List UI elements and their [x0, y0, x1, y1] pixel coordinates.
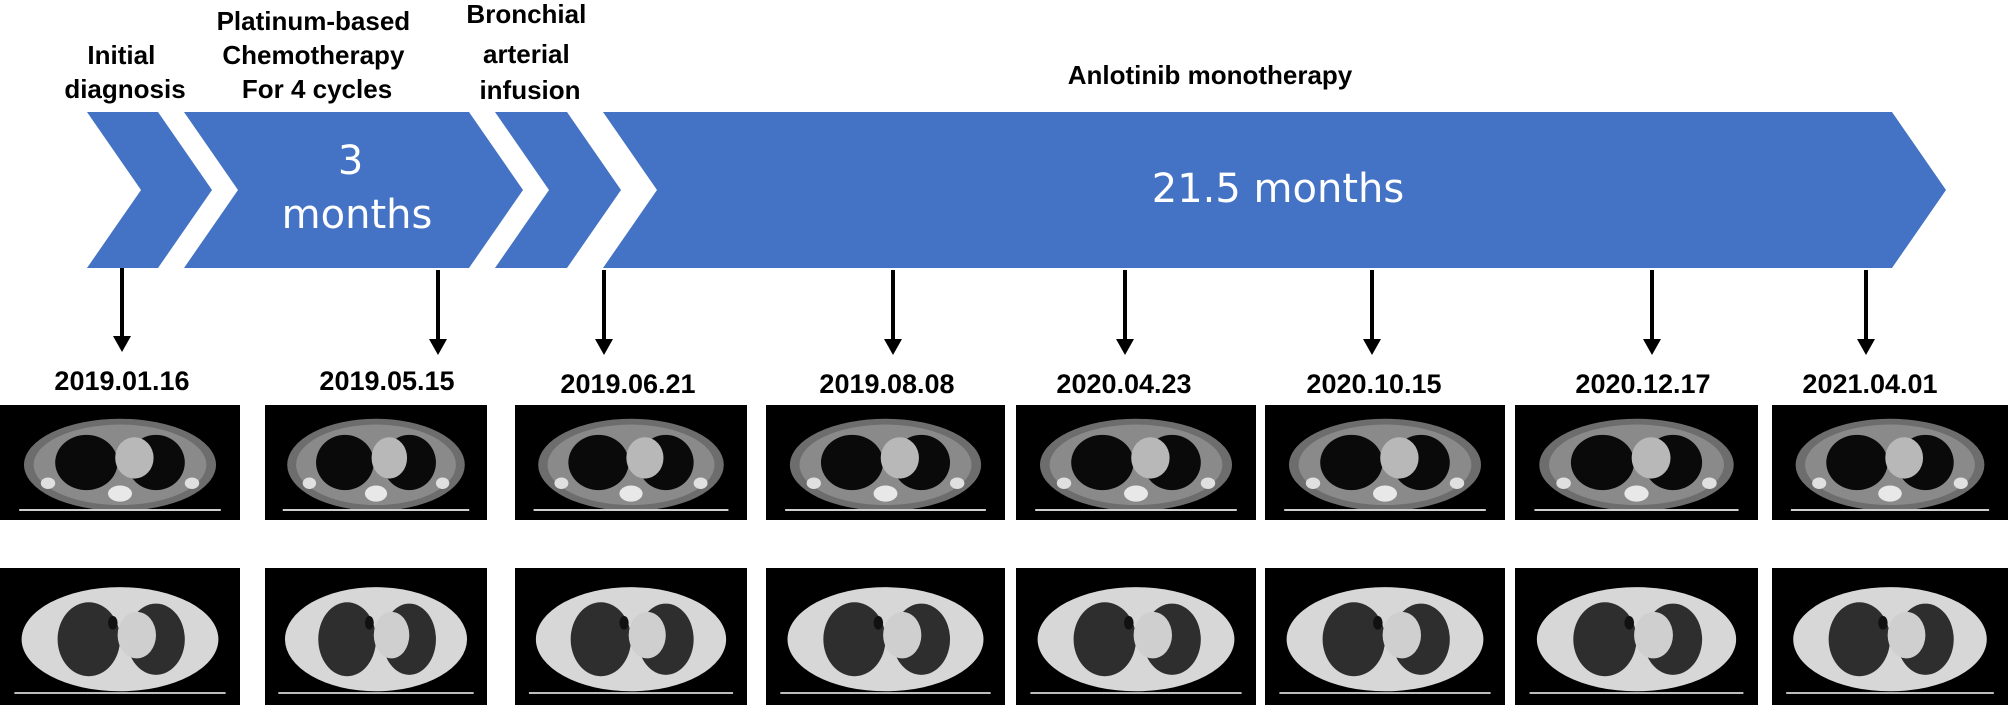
ct-scan-lung-icon	[766, 568, 1005, 705]
phase-label-initial-diagnosis: Initial diagnosis	[64, 40, 185, 104]
phase-label-chemotherapy: Platinum-based Chemotherapy For 4 cycles	[217, 6, 418, 104]
down-arrow	[1857, 270, 1875, 355]
ct-scan-mediastinal-icon	[515, 405, 747, 520]
date-label: 2020.12.17	[1575, 369, 1710, 399]
timepoint-arrows	[113, 268, 1875, 355]
ct-scan-lung-icon	[0, 568, 240, 705]
ct-scan-mediastinal-icon	[265, 405, 487, 520]
timepoint-dates: 2019.01.16 2019.05.15 2019.06.21 2019.08…	[54, 366, 1937, 399]
date-label: 2020.04.23	[1056, 369, 1191, 399]
date-label: 2020.10.15	[1306, 369, 1441, 399]
phase-label-anlotinib: Anlotinib monotherapy	[1068, 60, 1353, 90]
ct-scan-lung-icon	[515, 568, 747, 705]
ct-scan-lung-icon	[1016, 568, 1256, 705]
down-arrow	[595, 270, 613, 355]
chevron-chemotherapy	[184, 112, 523, 268]
ct-scan-panels	[0, 405, 2008, 705]
ct-scan-lung-icon	[1515, 568, 1758, 705]
duration-labels: 3 months 21.5 months	[282, 138, 1405, 238]
date-label: 2019.05.15	[319, 366, 454, 396]
ct-scan-mediastinal-icon	[1016, 405, 1256, 520]
date-label: 2021.04.01	[1802, 369, 1937, 399]
date-label: 2019.08.08	[819, 369, 954, 399]
down-arrow	[884, 270, 902, 355]
ct-scan-mediastinal-icon	[1772, 405, 2008, 520]
ct-scan-mediastinal-icon	[1515, 405, 1758, 520]
duration-anlotinib: 21.5 months	[1152, 166, 1404, 212]
duration-chemotherapy: 3 months	[282, 138, 433, 238]
phase-label-bronchial-infusion: Bronchial arterial infusion	[466, 0, 593, 105]
phase-labels: Initial diagnosis Platinum-based Chemoth…	[64, 0, 1352, 105]
down-arrow	[1116, 270, 1134, 355]
ct-scan-mediastinal-icon	[1265, 405, 1505, 520]
chevron-bronchial	[495, 112, 621, 268]
date-label: 2019.01.16	[54, 366, 189, 396]
down-arrow	[113, 268, 131, 352]
date-label: 2019.06.21	[560, 369, 695, 399]
chevron-anlotinib	[603, 112, 1946, 268]
chevron-initial	[87, 112, 212, 268]
down-arrow	[1363, 270, 1381, 355]
ct-scan-lung-icon	[1265, 568, 1505, 705]
ct-scan-mediastinal-icon	[766, 405, 1005, 520]
down-arrow	[1643, 270, 1661, 355]
down-arrow	[429, 270, 447, 355]
ct-scan-lung-icon	[265, 568, 487, 705]
ct-scan-mediastinal-icon	[0, 405, 240, 520]
timeline-arrows	[87, 112, 1946, 268]
ct-scan-lung-icon	[1772, 568, 2008, 705]
